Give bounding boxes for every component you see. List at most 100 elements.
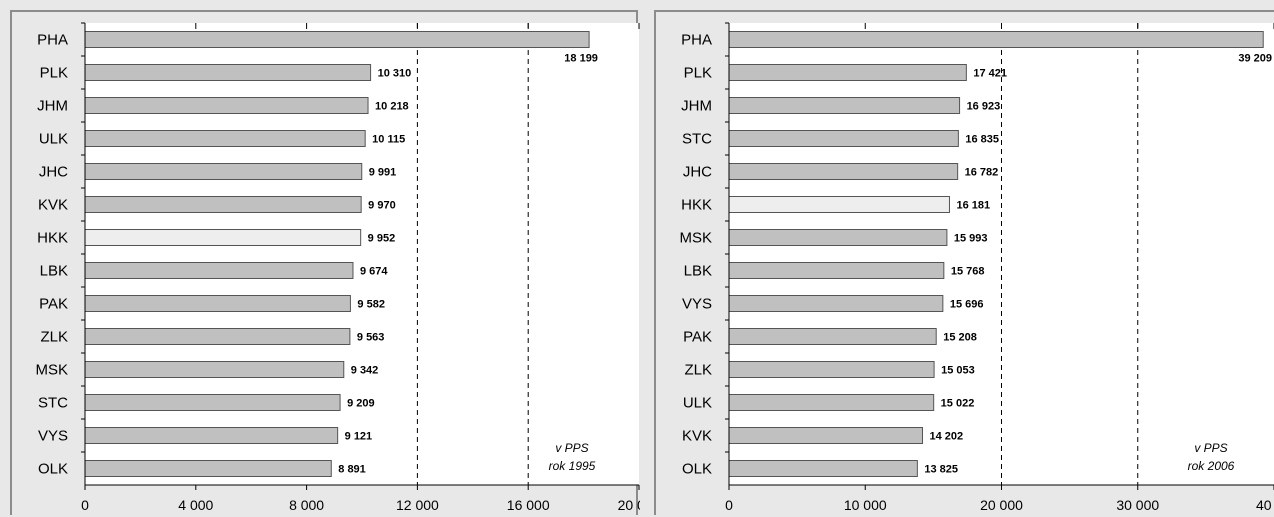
- x-tick-label: 0: [81, 497, 89, 513]
- category-label: MSK: [35, 362, 68, 379]
- category-label: KVK: [682, 428, 712, 445]
- bar: [84, 31, 590, 48]
- data-label: 9 563: [357, 332, 385, 344]
- data-label: 9 991: [369, 167, 397, 179]
- category-label: MSK: [679, 230, 712, 247]
- category-label: PAK: [683, 329, 712, 346]
- bar: [728, 130, 959, 147]
- data-label: 9 674: [360, 266, 388, 278]
- data-label: 9 952: [368, 233, 396, 245]
- annotation-unit: v PPS: [1194, 441, 1227, 455]
- x-tick-label: 20 000: [980, 497, 1023, 513]
- category-label: PLK: [40, 65, 68, 82]
- category-label: ZLK: [40, 329, 68, 346]
- category-label: KVK: [38, 197, 68, 214]
- category-label: LBK: [684, 263, 712, 280]
- data-label: 9 970: [368, 200, 396, 212]
- category-label: PHA: [37, 32, 68, 49]
- data-label: 17 421: [973, 68, 1007, 80]
- data-label: 16 835: [965, 134, 999, 146]
- x-tick-label: 12 000: [396, 497, 439, 513]
- data-label: 13 825: [924, 464, 958, 476]
- data-label: 15 022: [941, 398, 975, 410]
- bar: [728, 64, 967, 81]
- category-label: JHC: [39, 164, 68, 181]
- category-label: PAK: [39, 296, 68, 313]
- bar-chart-1995: PHA 18 199 PLK 10 310 JHM 10 218 ULK 10 115 JHC 9…: [35, 22, 640, 513]
- bar: [728, 229, 948, 246]
- bar: [728, 97, 961, 114]
- category-label: OLK: [38, 461, 68, 478]
- data-label: 9 209: [347, 398, 375, 410]
- plot-area: [729, 23, 1274, 485]
- data-label: 9 582: [357, 299, 385, 311]
- x-tick-label: 0: [725, 497, 733, 513]
- data-label: 16 181: [956, 200, 990, 212]
- bar: [728, 31, 1264, 48]
- category-label: OLK: [682, 461, 712, 478]
- bar: [84, 427, 339, 444]
- x-tick-label: 10 000: [844, 497, 887, 513]
- bar: [84, 229, 362, 246]
- x-tick-label: 8 000: [289, 497, 324, 513]
- annotation-year: rok 1995: [549, 459, 596, 473]
- data-label: 9 121: [345, 431, 373, 443]
- x-tick-label: 30 000: [1116, 497, 1159, 513]
- data-label: 8 891: [338, 464, 366, 476]
- data-label: 18 199: [564, 53, 598, 65]
- category-label: HKK: [37, 230, 68, 247]
- bar: [728, 262, 945, 279]
- x-tick-label: 16 000: [507, 497, 550, 513]
- category-label: PLK: [684, 65, 712, 82]
- data-label: 15 993: [954, 233, 988, 245]
- data-label: 15 696: [950, 299, 984, 311]
- bar: [84, 460, 332, 477]
- category-label: PHA: [681, 32, 712, 49]
- category-label: ULK: [39, 131, 68, 148]
- bar: [84, 64, 372, 81]
- bar: [84, 196, 362, 213]
- category-label: JHC: [683, 164, 712, 181]
- bar: [728, 361, 935, 378]
- category-label: JHM: [681, 98, 712, 115]
- data-label: 15 208: [943, 332, 977, 344]
- chart-panel-1995: PHA 18 199 PLK 10 310 JHM 10 218 ULK 10 115 JHC 9…: [10, 10, 640, 515]
- data-label: 10 115: [372, 134, 405, 146]
- category-label: ULK: [683, 395, 712, 412]
- bar: [728, 328, 937, 345]
- data-label: 9 342: [351, 365, 379, 377]
- bar: [84, 130, 366, 147]
- category-label: ZLK: [684, 362, 712, 379]
- bar: [728, 163, 959, 180]
- bar: [84, 361, 345, 378]
- bar: [728, 460, 918, 477]
- bar: [84, 328, 351, 345]
- bar: [84, 97, 369, 114]
- x-tick-label: 40 000: [1256, 497, 1274, 513]
- category-label: JHM: [37, 98, 68, 115]
- data-label: 10 310: [378, 68, 412, 80]
- x-tick-label: 20 000: [618, 497, 640, 513]
- data-label: 10 218: [375, 101, 409, 113]
- category-label: VYS: [38, 428, 68, 445]
- bar: [84, 163, 363, 180]
- data-label: 15 768: [951, 266, 985, 278]
- category-label: VYS: [682, 296, 712, 313]
- data-label: 15 053: [941, 365, 975, 377]
- data-label: 39 209: [1238, 53, 1272, 65]
- annotation-year: rok 2006: [1188, 459, 1235, 473]
- bar: [84, 262, 354, 279]
- category-label: STC: [38, 395, 68, 412]
- annotation-unit: v PPS: [555, 441, 588, 455]
- data-label: 14 202: [930, 431, 964, 443]
- chart-panel-2006: PHA 39 209 PLK 17 421 JHM 16 923 STC 16 835 JHC 1…: [654, 10, 1274, 515]
- bar: [84, 394, 341, 411]
- bar: [728, 196, 950, 213]
- plot-area: [85, 23, 639, 485]
- data-label: 16 782: [965, 167, 999, 179]
- bar: [728, 295, 944, 312]
- category-label: LBK: [40, 263, 68, 280]
- category-label: HKK: [681, 197, 712, 214]
- data-label: 16 923: [967, 101, 1001, 113]
